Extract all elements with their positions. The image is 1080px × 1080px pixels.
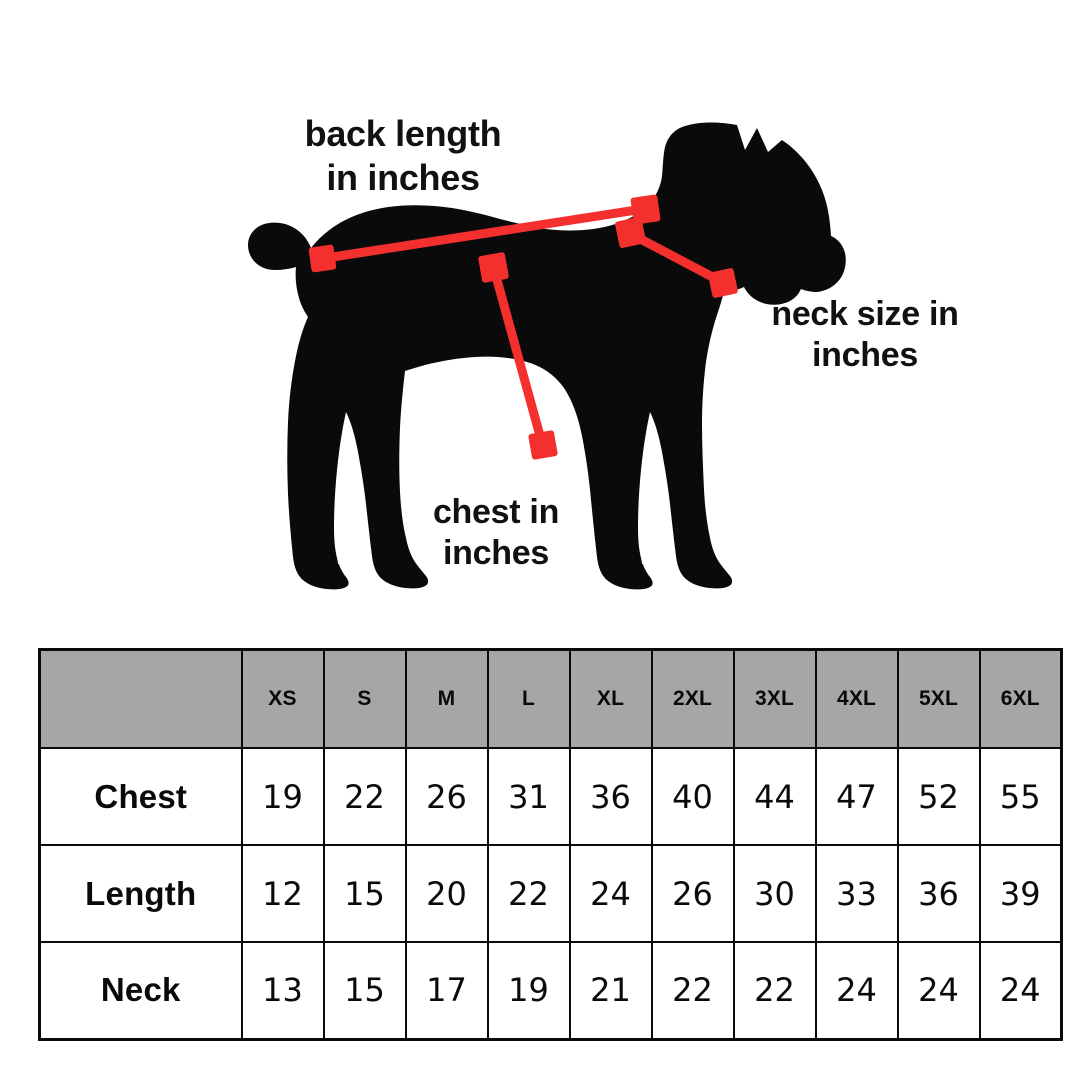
dog-measurement-diagram: back length in inches neck size in inche… (248, 113, 959, 590)
size-header-5xl: 5XL (896, 648, 981, 749)
length-6xl: 39 (978, 844, 1063, 943)
neck-l: 19 (486, 941, 571, 1040)
size-header-xl: XL (568, 648, 653, 749)
size-header-xs: XS (240, 648, 325, 749)
neck-2xl: 22 (650, 941, 735, 1040)
chest-xs: 19 (240, 747, 325, 846)
length-l: 22 (486, 844, 571, 943)
table-row-length: Length 12 15 20 22 24 26 30 33 36 39 (38, 844, 1063, 943)
size-chart-table: XS S M L XL 2XL 3XL 4XL 5XL 6XL Chest 19… (38, 648, 1063, 1041)
chest-m: 26 (404, 747, 489, 846)
chest-l: 31 (486, 747, 571, 846)
dog-body-silhouette (248, 122, 846, 590)
chest-6xl: 55 (978, 747, 1063, 846)
row-label-length: Length (38, 844, 243, 943)
size-header-4xl: 4XL (814, 648, 899, 749)
neck-size-measure-line (615, 217, 738, 298)
length-4xl: 33 (814, 844, 899, 943)
length-5xl: 36 (896, 844, 981, 943)
neck-6xl: 24 (978, 941, 1063, 1040)
chest-s: 22 (322, 747, 407, 846)
table-body: Chest 19 22 26 31 36 40 44 47 52 55 Leng… (38, 747, 1063, 1040)
table-header-row: XS S M L XL 2XL 3XL 4XL 5XL 6XL (38, 648, 1063, 749)
back-length-end-marker (630, 194, 661, 225)
neck-5xl: 24 (896, 941, 981, 1040)
chest-4xl: 47 (814, 747, 899, 846)
size-header-6xl: 6XL (978, 648, 1063, 749)
chest-3xl: 44 (732, 747, 817, 846)
chest-2xl: 40 (650, 747, 735, 846)
length-m: 20 (404, 844, 489, 943)
neck-size-label: neck size in inches (771, 295, 959, 375)
neck-m: 17 (404, 941, 489, 1040)
table-row-neck: Neck 13 15 17 19 21 22 22 24 24 24 (38, 941, 1063, 1040)
length-2xl: 26 (650, 844, 735, 943)
neck-xl: 21 (568, 941, 653, 1040)
length-3xl: 30 (732, 844, 817, 943)
back-length-measure-line (308, 194, 661, 273)
neck-4xl: 24 (814, 941, 899, 1040)
neck-size-line (628, 230, 725, 286)
size-chart-table-container: XS S M L XL 2XL 3XL 4XL 5XL 6XL Chest 19… (38, 648, 1063, 1041)
size-header-s: S (322, 648, 407, 749)
chest-measure-line (478, 252, 558, 460)
chest-5xl: 52 (896, 747, 981, 846)
neck-s: 15 (322, 941, 407, 1040)
table-head: XS S M L XL 2XL 3XL 4XL 5XL 6XL (38, 648, 1063, 749)
size-header-l: L (486, 648, 571, 749)
length-xl: 24 (568, 844, 653, 943)
dog-leg-separation-lines (336, 422, 654, 564)
chest-line (489, 267, 547, 445)
neck-3xl: 22 (732, 941, 817, 1040)
table-corner-cell (38, 648, 243, 749)
neck-xs: 13 (240, 941, 325, 1040)
size-header-m: M (404, 648, 489, 749)
chest-xl: 36 (568, 747, 653, 846)
back-length-label: back length in inches (304, 113, 502, 198)
chest-end-marker (528, 430, 558, 460)
dog-silhouette-svg (248, 122, 846, 590)
length-xs: 12 (240, 844, 325, 943)
size-header-3xl: 3XL (732, 648, 817, 749)
row-label-chest: Chest (38, 747, 243, 846)
neck-size-end-marker (708, 268, 738, 298)
row-label-neck: Neck (38, 941, 243, 1040)
neck-size-start-marker (615, 217, 646, 248)
back-length-line (325, 204, 644, 263)
table-row-chest: Chest 19 22 26 31 36 40 44 47 52 55 (38, 747, 1063, 846)
chest-start-marker (478, 252, 509, 283)
back-length-start-marker (308, 244, 337, 273)
chest-label: chest in inches (432, 493, 560, 573)
length-s: 15 (322, 844, 407, 943)
size-header-2xl: 2XL (650, 648, 735, 749)
